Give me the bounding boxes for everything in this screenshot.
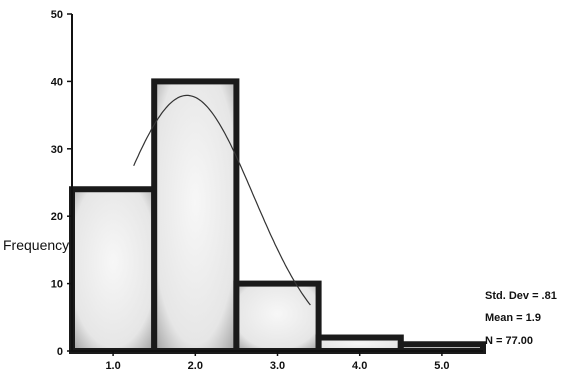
x-tick-label-0: 1.0 [105,360,120,372]
y-tick-label-0: 0 [57,346,63,358]
y-tick-label-10: 10 [51,279,63,291]
axes-group: 0 10 20 30 40 50 1.0 2.0 3.0 4.0 5.0 [51,9,483,372]
x-tick-label-2: 3.0 [270,360,285,372]
histogram-bar-3 [233,280,322,355]
histogram-bar-2 [151,78,240,355]
stats-mean: Mean = 1.9 [485,312,541,324]
histogram-bar-4 [315,334,404,354]
normal-curve-layer [133,94,311,306]
bars-group [69,78,486,355]
y-tick-label-30: 30 [51,144,63,156]
y-tick-label-50: 50 [51,9,63,21]
stats-n: N = 77.00 [485,335,533,347]
x-tick-label-3: 4.0 [352,360,367,372]
normal-curve-line [133,94,311,306]
histogram-bar-1 [69,186,158,354]
stats-std-dev: Std. Dev = .81 [485,290,557,302]
x-tick-label-1: 2.0 [188,360,203,372]
y-tick-label-40: 40 [51,76,63,88]
stats-box: Std. Dev = .81 Mean = 1.9 N = 77.00 [485,290,557,347]
histogram-bar-5 [397,341,486,355]
y-axis-label: Frequency [3,237,69,253]
x-tick-label-4: 5.0 [434,360,449,372]
y-tick-label-20: 20 [51,211,63,223]
